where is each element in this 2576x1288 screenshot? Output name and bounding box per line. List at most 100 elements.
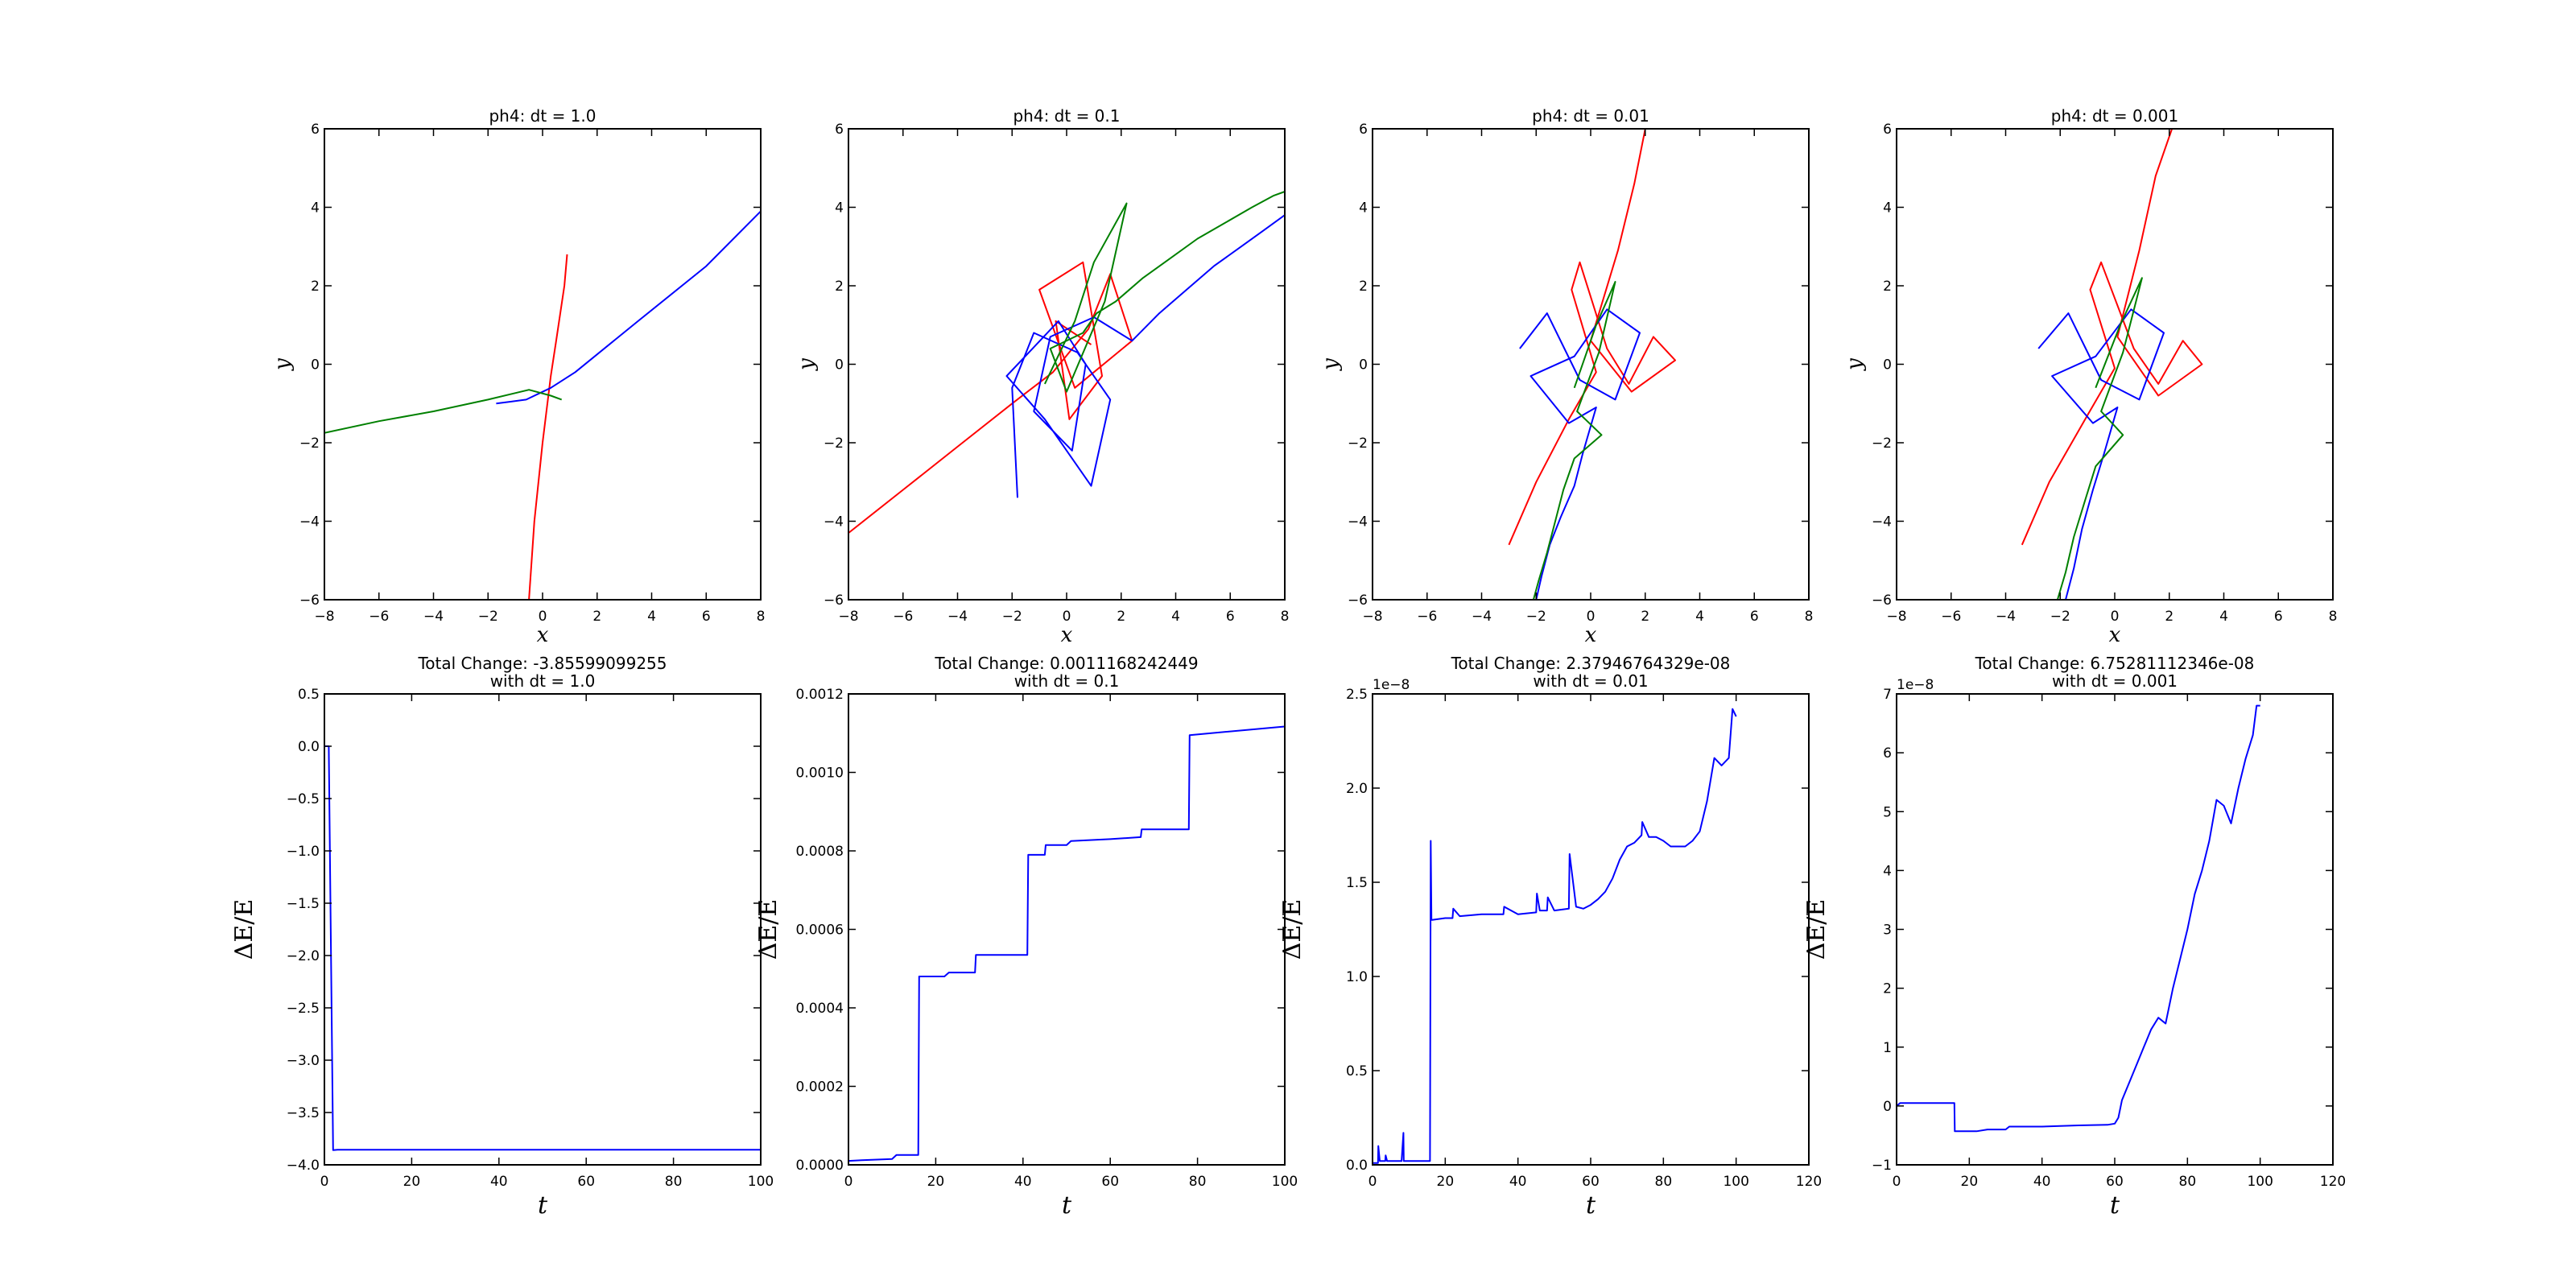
y-tick-label: 0.0008 [796, 844, 844, 860]
subplot-subtitle: with dt = 1.0 [490, 671, 596, 691]
x-tick-label: −2 [478, 609, 498, 625]
y-tick-label: 6 [1359, 122, 1368, 138]
series-line-2 [1519, 308, 1641, 600]
x-axis-label: x [2109, 623, 2121, 647]
series-line-1 [324, 745, 761, 1151]
y-axis-label: ΔE/E [754, 899, 782, 960]
x-tick-label: 120 [1796, 1174, 1822, 1190]
y-tick-label: 0.0 [298, 739, 320, 755]
x-tick-label: 60 [2106, 1174, 2124, 1190]
x-tick-label: 4 [1695, 609, 1704, 625]
series-line-1 [1373, 708, 1737, 1164]
x-tick-label: 0 [320, 1174, 329, 1190]
x-tick-label: 8 [757, 609, 766, 625]
x-axis-label: t [538, 1191, 548, 1220]
y-tick-label: −2 [1348, 436, 1368, 452]
series-line-1 [848, 725, 1285, 1162]
y-tick-label: −0.5 [287, 791, 320, 807]
x-tick-label: −4 [947, 609, 968, 625]
y-tick-label: −6 [824, 592, 844, 609]
x-tick-label: 0 [1893, 1174, 1901, 1190]
y-tick-label: 5 [1883, 804, 1892, 820]
y-tick-label: 2.5 [1346, 687, 1368, 703]
x-axis-label: t [1062, 1191, 1072, 1220]
y-tick-label: 0.0010 [796, 766, 844, 782]
x-tick-label: −8 [1362, 609, 1382, 625]
y-tick-label: 4 [1883, 863, 1892, 879]
plot-frame [1896, 128, 2334, 601]
y-tick-label: 2 [1883, 981, 1892, 997]
y-tick-label: −6 [1872, 592, 1892, 609]
y-axis-label: y [1843, 358, 1867, 371]
y-tick-label: 6 [311, 122, 320, 138]
y-tick-label: 4 [311, 200, 320, 217]
x-tick-label: 40 [2033, 1174, 2051, 1190]
y-tick-label: −4 [1348, 514, 1368, 530]
y-tick-label: 0 [1883, 1099, 1892, 1115]
y-axis-label: y [270, 358, 295, 371]
y-tick-label: 0.5 [1346, 1063, 1368, 1080]
x-tick-label: 20 [403, 1174, 421, 1190]
x-tick-label: −8 [838, 609, 858, 625]
y-tick-label: 0.0000 [796, 1158, 844, 1174]
y-tick-label: 0 [1359, 357, 1368, 374]
subplot-5: 0 20 40 60 80 100 −4.0 −3.5 −3.0 −2.5 −2.0 −1.5 −1.0… [230, 654, 774, 1220]
x-tick-label: 80 [1189, 1174, 1207, 1190]
y-tick-label: −1.0 [287, 844, 320, 860]
series-line-2 [1005, 214, 1285, 498]
x-tick-label: −2 [2050, 609, 2070, 625]
x-tick-label: 8 [1805, 609, 1814, 625]
y-axis-label: y [795, 358, 819, 371]
series-line-1 [528, 254, 568, 600]
subplot-title: Total Change: -3.85599099255 [417, 654, 667, 673]
x-tick-label: −4 [1472, 609, 1492, 625]
series-line-1 [848, 261, 1133, 534]
x-tick-label: −2 [1526, 609, 1546, 625]
x-tick-label: 4 [2219, 609, 2228, 625]
x-axis-label: x [1061, 623, 1073, 647]
x-tick-label: 20 [927, 1174, 945, 1190]
y-tick-label: 3 [1883, 923, 1892, 939]
plot-frame [324, 128, 762, 601]
y-tick-label: 4 [1883, 200, 1892, 217]
y-tick-label: −4 [1872, 514, 1892, 530]
x-tick-label: 4 [1171, 609, 1180, 625]
series-line-3 [1043, 191, 1285, 393]
y-tick-label: 0.0006 [796, 923, 844, 939]
x-axis-label: t [1586, 1191, 1596, 1220]
x-tick-label: 6 [702, 609, 711, 625]
y-tick-label: −2.5 [287, 1001, 320, 1017]
y-tick-label: 0 [1883, 357, 1892, 374]
y-tick-label: 0 [311, 357, 320, 374]
y-tick-label: −3.5 [287, 1105, 320, 1121]
x-tick-label: 80 [665, 1174, 683, 1190]
x-tick-label: 80 [2179, 1174, 2197, 1190]
series-line-3 [2056, 277, 2143, 600]
y-tick-label: −6 [299, 592, 320, 609]
x-tick-label: 120 [2320, 1174, 2346, 1190]
x-tick-label: 8 [2329, 609, 2338, 625]
plot-frame [1372, 693, 1810, 1166]
subplot-title: Total Change: 2.37946764329e-08 [1451, 654, 1731, 673]
y-tick-label: 2.0 [1346, 781, 1368, 797]
x-tick-label: 40 [1014, 1174, 1032, 1190]
y-tick-label: 6 [1883, 745, 1892, 762]
plot-frame [1372, 128, 1810, 601]
x-tick-label: 20 [1961, 1174, 1979, 1190]
y-tick-label: 0.0002 [796, 1080, 844, 1096]
subplot-title: ph4: dt = 1.0 [489, 106, 596, 126]
subplot-title: ph4: dt = 0.01 [1532, 106, 1649, 126]
y-tick-label: 6 [835, 122, 844, 138]
x-tick-label: 100 [2247, 1174, 2273, 1190]
x-tick-label: 40 [1509, 1174, 1527, 1190]
x-tick-label: 8 [1281, 609, 1290, 625]
series-line-3 [1532, 281, 1616, 600]
y-tick-label: 2 [835, 279, 844, 295]
x-tick-label: 0 [1368, 1174, 1377, 1190]
y-tick-label: 0.0012 [796, 687, 844, 703]
plot-frame [1896, 693, 2334, 1166]
x-tick-label: 2 [592, 609, 601, 625]
